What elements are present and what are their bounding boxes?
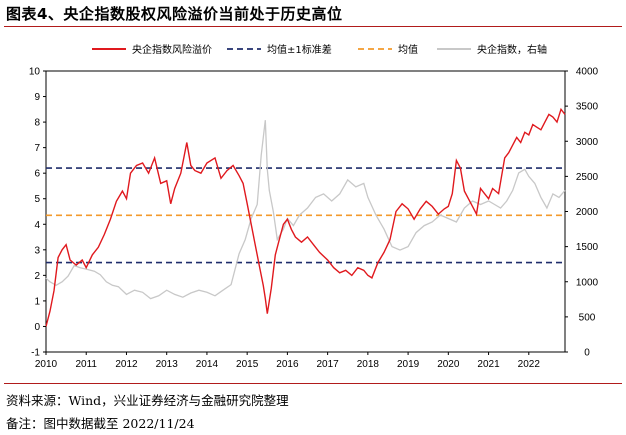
- right-axis: 0 500 1000 1500 2000 2500 3000 3500 4000: [565, 67, 599, 359]
- x-tick-label: 2021: [477, 359, 500, 370]
- x-tick-label: 2012: [115, 359, 138, 370]
- x-tick-label: 2019: [397, 359, 420, 370]
- left-tick-label: 8: [34, 118, 40, 129]
- x-tick-label: 2018: [357, 359, 380, 370]
- legend-label: 央企指数，右轴: [477, 43, 547, 56]
- band-lines: [46, 167, 565, 264]
- right-tick-label: 500: [579, 312, 596, 323]
- left-tick-label: 10: [29, 67, 41, 78]
- premium-series-group: [45, 107, 566, 327]
- left-tick-label: 9: [34, 92, 40, 103]
- left-tick-label: -1: [31, 348, 40, 359]
- left-axis: -1 0 1 2 3 4 5 6 7 8 9 10: [29, 67, 46, 359]
- figure-title: 图表4、央企指数股权风险溢价当前处于历史高位: [6, 5, 343, 23]
- x-tick-label: 2010: [35, 359, 58, 370]
- line-chart: -1 0 1 2 3 4 5 6 7 8 9 10 0 500 1000 1500 2000 2500 3000 3…: [29, 43, 599, 370]
- legend: 央企指数风险溢价 均值±1标准差 均值 央企指数，右轴: [92, 43, 547, 56]
- title-rule: [4, 26, 622, 27]
- left-tick-label: 7: [34, 143, 40, 154]
- right-tick-label: 2500: [576, 172, 599, 183]
- plot-frame: [45, 70, 566, 353]
- premium-series-line: [45, 107, 566, 327]
- x-tick-label: 2020: [437, 359, 460, 370]
- index-series-line: [45, 120, 566, 300]
- x-tick-label: 2022: [518, 359, 541, 370]
- x-tick-label: 2011: [75, 359, 97, 370]
- left-tick-label: 0: [34, 322, 40, 333]
- footer-rule: [4, 383, 622, 384]
- legend-label: 均值±1标准差: [267, 43, 332, 56]
- right-tick-label: 2000: [576, 207, 599, 218]
- index-series-group: [45, 120, 566, 300]
- left-tick-label: 4: [34, 220, 40, 231]
- left-tick-label: 3: [34, 245, 40, 256]
- legend-label: 央企指数风险溢价: [132, 43, 212, 56]
- right-tick-label: 4000: [576, 67, 599, 78]
- source-note: 资料来源：Wind，兴业证券经济与金融研究院整理: [6, 393, 289, 408]
- right-tick-label: 0: [584, 348, 590, 359]
- left-tick-label: 2: [34, 271, 40, 282]
- x-tick-label: 2016: [276, 359, 299, 370]
- x-tick-label: 2014: [196, 359, 219, 370]
- x-axis: 2010 2011 2012 2013 2014 2015 2016 2017 2018 2019…: [35, 352, 540, 370]
- right-tick-label: 1500: [576, 242, 599, 253]
- left-tick-label: 5: [34, 194, 40, 205]
- right-tick-label: 3000: [576, 137, 599, 148]
- x-tick-label: 2013: [156, 359, 179, 370]
- date-note: 备注：图中数据截至 2022/11/24: [6, 416, 195, 431]
- right-tick-label: 3500: [576, 102, 599, 113]
- left-tick-label: 1: [34, 296, 40, 307]
- left-tick-label: 6: [34, 169, 40, 180]
- right-tick-label: 1000: [576, 277, 599, 288]
- legend-label: 均值: [398, 43, 418, 56]
- x-tick-label: 2017: [317, 359, 340, 370]
- x-tick-label: 2015: [236, 359, 259, 370]
